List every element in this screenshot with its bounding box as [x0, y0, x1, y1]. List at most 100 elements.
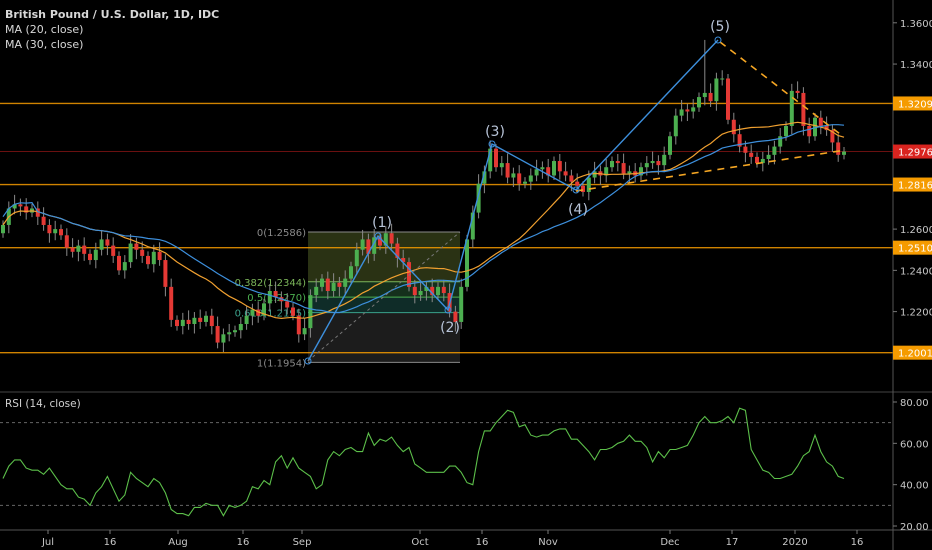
- drawings[interactable]: (1) (2) (3) (4) (5): [304, 19, 847, 365]
- candle: [494, 148, 498, 168]
- candle: [807, 125, 812, 137]
- candle: [204, 315, 208, 322]
- lower-trendline[interactable]: [575, 149, 847, 192]
- candle: [401, 257, 406, 263]
- candle: [93, 249, 98, 261]
- price-level-badge-label: 1.2001: [898, 349, 932, 360]
- candle: [575, 181, 580, 186]
- wave-label-5: (5): [710, 19, 730, 35]
- rsi-pane: [0, 391, 932, 517]
- price-level-badge-label: 1.2976: [898, 148, 932, 159]
- candle: [691, 107, 696, 112]
- candle: [465, 239, 469, 287]
- candle: [262, 303, 266, 316]
- candle: [244, 315, 249, 324]
- candle: [586, 177, 591, 192]
- candle: [35, 208, 40, 217]
- wave-point[interactable]: [374, 232, 382, 240]
- candle: [395, 243, 400, 258]
- price-tick-label: 1.2200: [900, 308, 932, 319]
- candle: [285, 301, 290, 308]
- time-tick-label: Jul: [41, 537, 54, 548]
- candle: [760, 158, 765, 164]
- candle: [360, 239, 365, 250]
- candle: [470, 212, 475, 240]
- candle: [639, 167, 643, 176]
- price-tick-label: 1.2400: [900, 266, 932, 277]
- candle: [24, 206, 29, 213]
- wave-label-4: (4): [568, 202, 588, 218]
- time-tick-label: 16: [851, 537, 864, 548]
- candle: [517, 173, 522, 184]
- candle: [366, 239, 371, 254]
- candle: [378, 237, 382, 246]
- ma20-legend[interactable]: MA (20, close): [5, 23, 84, 36]
- rsi-tick-label: 20.00: [900, 522, 929, 533]
- wave-point[interactable]: [304, 357, 312, 365]
- candle: [813, 117, 817, 137]
- candle: [749, 152, 754, 157]
- candle: [169, 286, 174, 320]
- candle: [656, 161, 661, 166]
- candle: [552, 161, 556, 176]
- candle: [349, 266, 353, 279]
- ma30-legend[interactable]: MA (30, close): [5, 38, 84, 51]
- candle: [557, 161, 562, 172]
- candle: [842, 151, 846, 155]
- candle: [134, 243, 139, 250]
- candle: [291, 307, 295, 316]
- candle: [679, 109, 684, 116]
- wave-point[interactable]: [572, 186, 580, 194]
- candle: [209, 315, 214, 327]
- wave-point[interactable]: [714, 36, 722, 44]
- candle: [105, 239, 110, 246]
- fib-level-label: 0.5(1.2270): [247, 293, 306, 304]
- candle: [720, 78, 725, 80]
- candle: [343, 278, 348, 287]
- price-level-badge-label: 1.2816: [898, 181, 932, 192]
- candle: [140, 249, 145, 256]
- time-tick-label: Dec: [660, 537, 679, 548]
- candle: [499, 163, 504, 168]
- candle: [198, 317, 203, 322]
- candle: [238, 323, 243, 331]
- wave-label-1: (1): [372, 215, 392, 231]
- price-level-badge: [893, 144, 932, 159]
- candle: [354, 249, 359, 267]
- candle: [830, 130, 835, 143]
- fib-zone: [308, 297, 460, 313]
- candle: [47, 224, 52, 234]
- rsi-tick-label: 80.00: [900, 398, 929, 409]
- candle: [320, 278, 324, 287]
- price-level-badge: [893, 177, 932, 192]
- candle: [789, 90, 794, 126]
- candle: [227, 332, 232, 335]
- candle: [186, 319, 191, 324]
- candle: [18, 204, 23, 207]
- upper-trendline[interactable]: [719, 41, 841, 135]
- candle: [755, 156, 759, 164]
- wave-point[interactable]: [488, 140, 496, 148]
- candle: [702, 92, 707, 98]
- rsi-legend[interactable]: RSI (14, close): [5, 398, 81, 410]
- candle: [772, 146, 777, 155]
- candle: [424, 286, 429, 291]
- candle: [308, 295, 313, 329]
- candle: [250, 309, 255, 316]
- candle: [476, 183, 481, 213]
- time-tick-label: Aug: [168, 537, 188, 548]
- candle: [59, 229, 63, 236]
- candle: [436, 286, 440, 296]
- candle: [459, 286, 464, 322]
- candle: [523, 181, 527, 184]
- time-tick-label: 17: [726, 537, 739, 548]
- candle: [146, 255, 150, 265]
- candle: [221, 334, 226, 343]
- symbol-title[interactable]: British Pound / U.S. Dollar, 1D, IDC: [5, 8, 220, 21]
- elliott-wave-line[interactable]: [307, 39, 719, 362]
- candle: [726, 78, 730, 120]
- candle: [175, 319, 179, 327]
- wave-point[interactable]: [444, 306, 452, 314]
